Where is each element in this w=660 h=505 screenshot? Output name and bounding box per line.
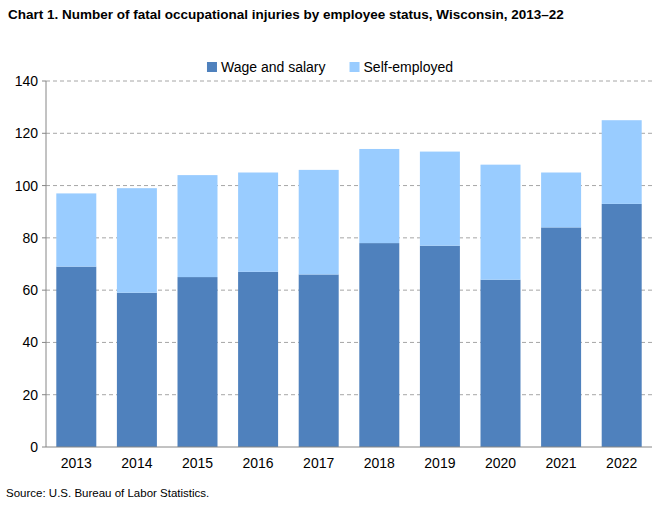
bar	[420, 246, 460, 447]
legend-label: Self-employed	[364, 59, 454, 75]
y-axis	[46, 81, 47, 447]
grid-line	[46, 133, 652, 134]
tick-mark	[42, 81, 46, 82]
tick-mark	[42, 342, 46, 343]
x-tick-label: 2021	[546, 455, 577, 471]
tick-mark	[42, 447, 46, 448]
y-tick-label: 120	[15, 125, 39, 141]
legend-swatch	[350, 62, 360, 72]
bar	[359, 243, 399, 447]
legend-swatch	[207, 62, 217, 72]
x-tick-label: 2017	[303, 455, 334, 471]
y-tick-label: 0	[30, 439, 38, 455]
tick-mark	[42, 185, 46, 186]
bar	[178, 175, 218, 277]
bar	[299, 274, 339, 447]
bar	[359, 149, 399, 243]
tick-mark	[42, 394, 46, 395]
bar	[117, 188, 157, 293]
tick-mark	[42, 133, 46, 134]
bar	[178, 277, 218, 447]
chart: Chart 1. Number of fatal occupational in…	[0, 0, 660, 505]
x-tick-label: 2019	[424, 455, 455, 471]
tick-mark	[42, 237, 46, 238]
x-tick-label: 2015	[182, 455, 213, 471]
bar	[238, 272, 278, 447]
legend: Wage and salary Self-employed	[207, 59, 453, 75]
tick-mark	[42, 290, 46, 291]
bar	[238, 173, 278, 272]
legend-label: Wage and salary	[221, 59, 326, 75]
x-axis	[46, 447, 652, 448]
x-tick-label: 2014	[121, 455, 152, 471]
x-tick-label: 2020	[485, 455, 516, 471]
bar	[541, 173, 581, 228]
x-tick-label: 2016	[243, 455, 274, 471]
y-tick-label: 20	[22, 387, 38, 403]
bar	[56, 193, 96, 266]
title: Chart 1. Number of fatal occupational in…	[8, 7, 564, 22]
y-tick-label: 40	[22, 334, 38, 350]
source: Source: U.S. Bureau of Labor Statistics.	[6, 487, 209, 499]
grid-line	[46, 81, 652, 82]
bars	[56, 120, 641, 447]
x-tick-label: 2022	[606, 455, 637, 471]
bar	[481, 280, 521, 447]
bar	[117, 293, 157, 447]
bar	[602, 204, 642, 447]
bar	[541, 227, 581, 447]
x-tick-label: 2013	[61, 455, 92, 471]
y-tick-label: 80	[22, 230, 38, 246]
bar	[56, 267, 96, 447]
bar	[481, 165, 521, 280]
bar	[602, 120, 642, 204]
bar	[420, 152, 460, 246]
x-tick-label: 2018	[364, 455, 395, 471]
y-tick-label: 60	[22, 282, 38, 298]
y-tick-label: 140	[15, 73, 39, 89]
bar	[299, 170, 339, 275]
y-tick-label: 100	[15, 178, 39, 194]
